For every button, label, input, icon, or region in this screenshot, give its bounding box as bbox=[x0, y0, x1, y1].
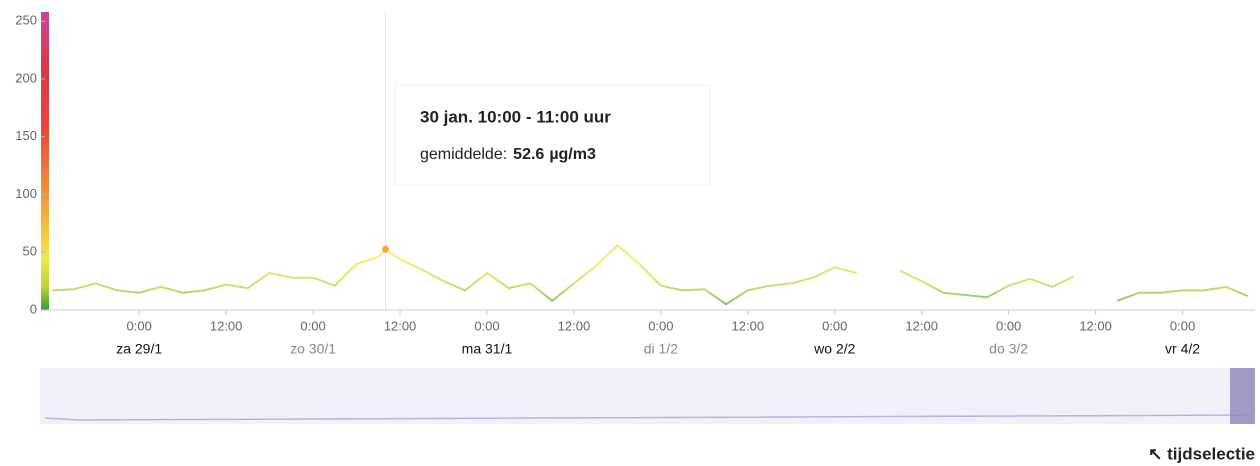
x-tick-label: 0:00 bbox=[474, 318, 499, 333]
navigator-label: ↖ tijdselectie bbox=[1148, 444, 1255, 463]
x-tick-label: 12:00 bbox=[1079, 318, 1112, 333]
x-tick-label: 12:00 bbox=[732, 318, 765, 333]
x-tick-label: 0:00 bbox=[648, 318, 673, 333]
tooltip-box bbox=[394, 84, 711, 186]
line bbox=[899, 269, 1075, 299]
y-tick-label: 250 bbox=[15, 13, 37, 28]
y-tick-label: 50 bbox=[23, 244, 37, 259]
x-tick-label: 0:00 bbox=[996, 318, 1021, 333]
tooltip-value: 52.6 bbox=[513, 146, 544, 163]
x-tick-label: 0:00 bbox=[127, 318, 152, 333]
navigator-line bbox=[44, 414, 1251, 421]
tooltip-title: 30 jan. 10:00 - 11:00 uur bbox=[420, 107, 611, 126]
day-label: wo 2/2 bbox=[813, 341, 855, 357]
x-tick-label: 0:00 bbox=[822, 318, 847, 333]
day-label: di 1/2 bbox=[644, 341, 678, 357]
tooltip-unit: µg/m3 bbox=[549, 146, 596, 163]
day-label: ma 31/1 bbox=[462, 341, 513, 357]
line bbox=[1116, 285, 1249, 302]
y-tick-label: 200 bbox=[15, 70, 37, 85]
navigator[interactable] bbox=[40, 368, 1255, 424]
navigator-handle[interactable] bbox=[1230, 368, 1255, 424]
day-label: zo 30/1 bbox=[290, 341, 336, 357]
x-tick-label: 12:00 bbox=[905, 318, 938, 333]
day-label: za 29/1 bbox=[116, 341, 162, 357]
x-tick-label: 12:00 bbox=[558, 318, 591, 333]
tooltip-label: gemiddelde: bbox=[420, 146, 507, 163]
x-tick-label: 0:00 bbox=[1170, 318, 1195, 333]
y-tick-label: 150 bbox=[15, 128, 37, 143]
hover-point bbox=[382, 245, 390, 253]
x-tick-label: 12:00 bbox=[210, 318, 243, 333]
line bbox=[52, 244, 857, 306]
color-bar bbox=[41, 12, 49, 310]
x-tick-label: 0:00 bbox=[300, 318, 325, 333]
day-label: do 3/2 bbox=[989, 341, 1028, 357]
y-tick-label: 0 bbox=[30, 301, 37, 316]
y-tick-label: 100 bbox=[15, 186, 37, 201]
day-label: vr 4/2 bbox=[1165, 341, 1200, 357]
x-tick-label: 12:00 bbox=[384, 318, 417, 333]
